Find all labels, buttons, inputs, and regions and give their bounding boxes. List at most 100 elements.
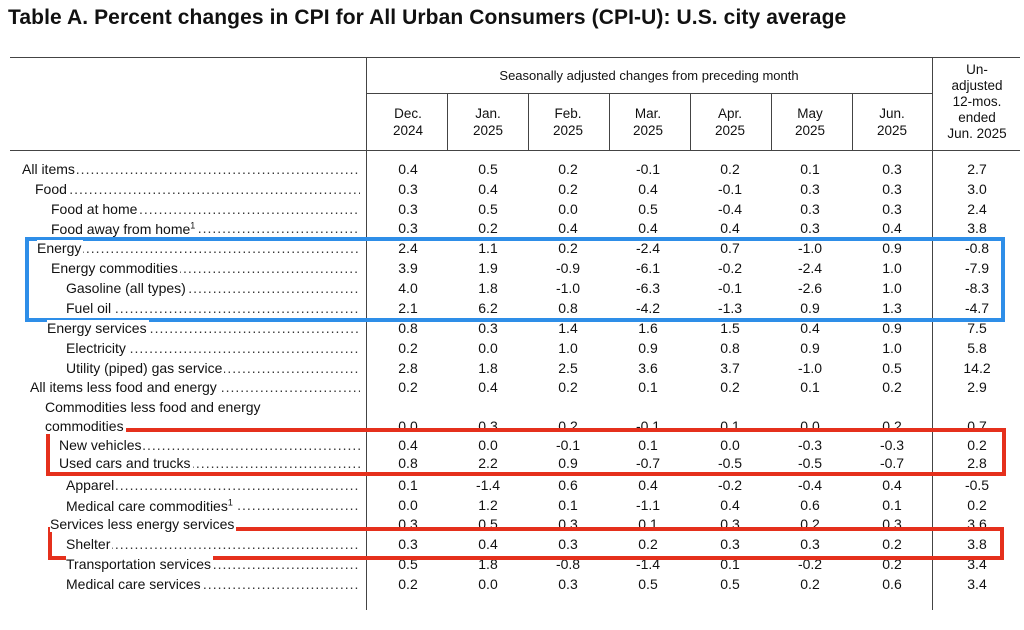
row-label: ........................................… xyxy=(66,576,360,592)
monthly-change-cell: 0.0 xyxy=(478,340,498,356)
monthly-change-cell: 0.3 xyxy=(398,536,418,552)
monthly-change-cell: 0.0 xyxy=(478,576,498,592)
unadjusted-header-line: adjusted xyxy=(951,78,1003,93)
monthly-change-cell: -1.0 xyxy=(797,240,823,256)
annual-change-cell: 3.0 xyxy=(967,181,987,197)
monthly-change-cell: 1.1 xyxy=(478,240,498,256)
monthly-change-cell: 0.9 xyxy=(638,340,658,356)
row-label-text: Medical care commodities1 xyxy=(66,497,235,514)
monthly-change-cell: 2.1 xyxy=(398,300,418,316)
row-label: ........................................… xyxy=(47,320,360,336)
monthly-change-cell: 0.0 xyxy=(398,418,418,434)
table-row: ........................................… xyxy=(0,161,1024,181)
monthly-change-cell: 0.2 xyxy=(558,181,578,197)
monthly-change-cell: 0.3 xyxy=(882,516,902,532)
month-column-rule xyxy=(528,93,529,150)
footnote-marker: 1 xyxy=(227,497,233,507)
leader-dots: ........................................… xyxy=(37,240,360,256)
monthly-change-cell: 0.1 xyxy=(398,477,418,493)
monthly-change-cell: 0.4 xyxy=(558,220,578,236)
monthly-change-cell: 0.4 xyxy=(638,477,658,493)
monthly-change-cell: 2.4 xyxy=(398,240,418,256)
monthly-change-cell: -1.4 xyxy=(635,556,661,572)
monthly-change-cell: 0.1 xyxy=(882,497,902,513)
year-label: 2025 xyxy=(632,123,664,138)
monthly-change-cell: 0.2 xyxy=(478,220,498,236)
row-label-text: New vehicles xyxy=(59,437,144,453)
row-label-name: Apparel xyxy=(66,477,115,493)
monthly-change-cell: -0.1 xyxy=(555,437,581,453)
row-label-name: Food at home xyxy=(51,201,138,217)
table-row: ........................................… xyxy=(0,455,1024,475)
annual-change-cell: 2.8 xyxy=(967,455,987,471)
monthly-change-cell: -2.4 xyxy=(797,260,823,276)
stub-column-rule xyxy=(366,57,367,610)
annual-change-cell: 0.2 xyxy=(967,437,987,453)
monthly-change-cell: 6.2 xyxy=(478,300,498,316)
monthly-change-cell: -0.3 xyxy=(797,437,823,453)
month-label: Feb. xyxy=(554,106,582,121)
monthly-change-cell: -2.6 xyxy=(797,280,823,296)
month-column-header: Apr. 2025 xyxy=(690,105,770,139)
row-label-name: Medical care commodities xyxy=(66,497,228,514)
monthly-change-cell: 0.0 xyxy=(800,418,820,434)
table-row: ........................................… xyxy=(0,240,1024,260)
footnote-marker: 1 xyxy=(190,220,196,230)
annual-change-cell: 14.2 xyxy=(963,360,991,376)
seasonal-header: Seasonally adjusted changes from precedi… xyxy=(499,68,799,83)
leader-dots: ........................................… xyxy=(22,161,360,177)
row-label-text: Electricity xyxy=(66,340,128,356)
year-label: 2025 xyxy=(714,123,746,138)
monthly-change-cell: 0.3 xyxy=(800,201,820,217)
row-label-name: Energy commodities xyxy=(51,260,178,276)
monthly-change-cell: -0.1 xyxy=(717,181,743,197)
annual-change-cell: -0.5 xyxy=(964,477,990,493)
monthly-change-cell: 0.4 xyxy=(478,379,498,395)
row-label-name: Energy services xyxy=(47,320,147,336)
monthly-change-cell: 1.4 xyxy=(558,320,578,336)
table-row: ........................................… xyxy=(0,260,1024,280)
row-label-text: Food xyxy=(35,181,69,197)
monthly-change-cell: 0.3 xyxy=(398,201,418,217)
monthly-change-cell: 0.3 xyxy=(478,418,498,434)
monthly-change-cell: 0.5 xyxy=(478,201,498,217)
table-row: ........................................… xyxy=(0,437,1024,457)
table-row: ........................................… xyxy=(0,360,1024,380)
annual-change-cell: 2.7 xyxy=(967,161,987,177)
monthly-change-cell: 0.5 xyxy=(882,360,902,376)
row-label: ........................................… xyxy=(45,418,360,434)
monthly-change-cell: 0.4 xyxy=(720,497,740,513)
annual-change-cell: 0.2 xyxy=(967,497,987,513)
monthly-change-cell: 1.0 xyxy=(882,260,902,276)
row-label-name: New vehicles xyxy=(59,437,142,453)
monthly-change-cell: 0.9 xyxy=(882,320,902,336)
row-label: ........................................… xyxy=(66,340,360,356)
leader-dots: ........................................… xyxy=(66,477,360,493)
monthly-change-cell: -0.5 xyxy=(797,455,823,471)
monthly-change-cell: 0.3 xyxy=(882,161,902,177)
monthly-change-cell: 3.9 xyxy=(398,260,418,276)
month-column-rule xyxy=(852,93,853,150)
monthly-change-cell: 0.2 xyxy=(558,418,578,434)
monthly-change-cell: -0.4 xyxy=(797,477,823,493)
monthly-change-cell: 0.2 xyxy=(882,379,902,395)
row-label-name: Gasoline (all types) xyxy=(66,280,186,296)
monthly-change-cell: 2.8 xyxy=(398,360,418,376)
month-label: Dec. xyxy=(394,106,422,121)
monthly-change-cell: 0.4 xyxy=(638,181,658,197)
monthly-change-cell: 0.3 xyxy=(800,181,820,197)
monthly-change-cell: 1.8 xyxy=(478,556,498,572)
annual-change-cell: 5.8 xyxy=(967,340,987,356)
monthly-change-cell: 0.5 xyxy=(638,576,658,592)
annual-change-cell: -7.9 xyxy=(964,260,990,276)
monthly-change-cell: 1.9 xyxy=(478,260,498,276)
row-label: ........................................… xyxy=(22,161,360,177)
monthly-change-cell: 0.3 xyxy=(720,536,740,552)
month-column-rule xyxy=(609,93,610,150)
row-label-text: Utility (piped) gas service xyxy=(66,360,225,376)
row-label-text: Energy services xyxy=(47,320,149,336)
monthly-change-cell: 3.7 xyxy=(720,360,740,376)
year-label: 2025 xyxy=(552,123,584,138)
row-label: ........................................… xyxy=(66,360,360,376)
monthly-change-cell: 0.3 xyxy=(882,181,902,197)
